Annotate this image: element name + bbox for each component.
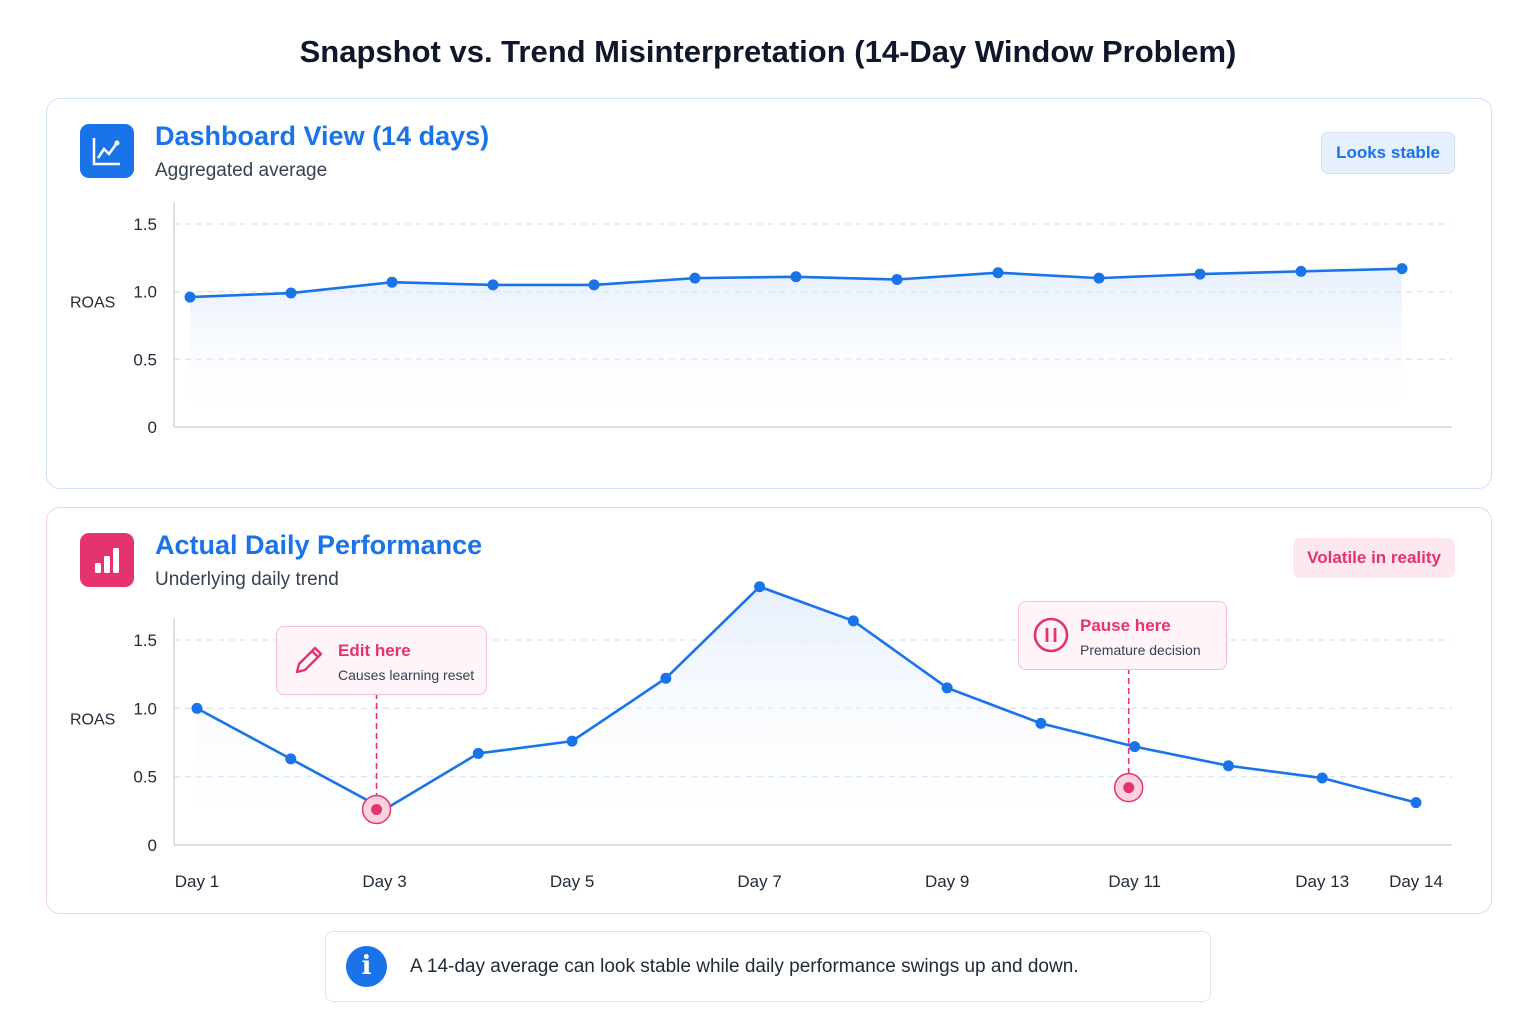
bar-chart-icon [80,533,134,587]
info-icon: i [346,946,387,987]
pencil-icon [295,646,323,674]
panel-title: Dashboard View (14 days) [155,121,490,151]
status-badge: Looks stable [1321,132,1455,174]
callout-title: Pause here [1080,616,1171,635]
panel-subtitle: Aggregated average [155,160,328,181]
edit-callout: Edit here Causes learning reset [276,626,487,695]
panel-subtitle: Underlying daily trend [155,569,339,590]
dashboard-view-panel: Dashboard View (14 days) Aggregated aver… [46,98,1492,489]
info-note: i A 14-day average can look stable while… [325,931,1211,1002]
note-text: A 14-day average can look stable while d… [410,956,1079,977]
page-title: Snapshot vs. Trend Misinterpretation (14… [299,34,1237,69]
callout-subtitle: Premature decision [1080,642,1201,658]
actual-daily-panel: Actual Daily Performance Underlying dail… [46,507,1492,914]
pause-callout: Pause here Premature decision [1018,601,1227,670]
panel-title: Actual Daily Performance [155,530,483,560]
line-chart-icon [80,124,134,178]
status-badge: Volatile in reality [1293,538,1455,578]
pause-icon [1033,617,1069,653]
callout-subtitle: Causes learning reset [338,667,475,683]
callout-title: Edit here [338,641,411,660]
